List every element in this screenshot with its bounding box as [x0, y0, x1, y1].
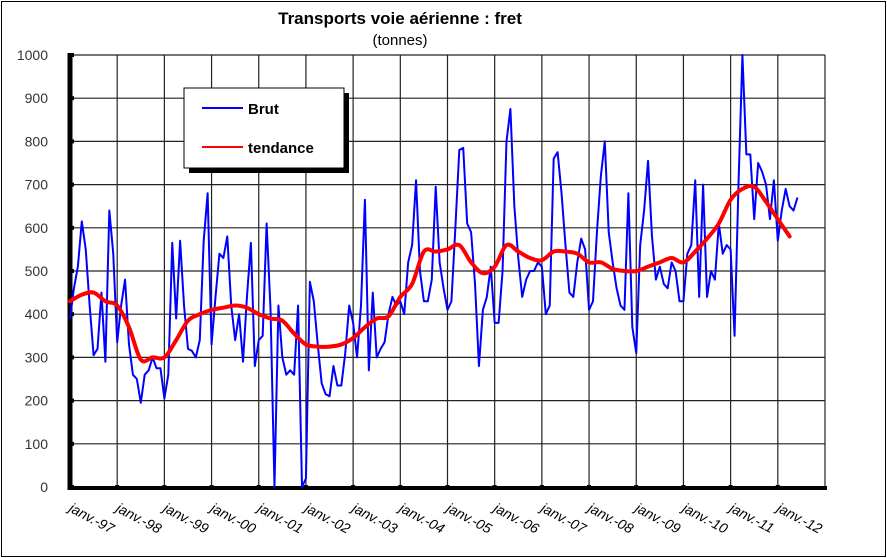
x-axis-ticks: janv.-97janv.-98janv.-99janv.-00janv.-01… [65, 485, 825, 537]
x-tick-label: janv.-07 [537, 499, 590, 538]
series-brut-line [69, 54, 799, 488]
y-tick-mark [69, 53, 74, 57]
x-tick-label: janv.-09 [631, 499, 684, 537]
x-tick-mark [209, 485, 214, 490]
x-tick-label: janv.-11 [725, 499, 776, 536]
x-tick-mark [681, 485, 686, 490]
x-tick-mark [256, 485, 261, 490]
x-tick-label: janv.-03 [348, 499, 401, 537]
legend-box [183, 87, 345, 169]
y-tick-label: 300 [25, 349, 49, 365]
y-tick-mark [69, 225, 74, 230]
x-tick-mark [68, 485, 72, 490]
legend: Brut tendance [183, 87, 349, 173]
x-tick-mark [775, 485, 780, 490]
x-tick-mark [115, 485, 120, 490]
x-tick-label: janv.-00 [206, 499, 259, 537]
x-tick-mark [587, 485, 592, 490]
x-tick-mark [162, 485, 167, 490]
x-tick-mark [634, 485, 639, 490]
x-tick-mark [303, 485, 308, 490]
x-tick-label: janv.-06 [490, 499, 543, 537]
x-tick-label: janv.-12 [773, 499, 826, 537]
y-tick-label: 100 [25, 436, 49, 452]
y-tick-label: 700 [25, 177, 49, 193]
y-tick-mark [69, 355, 74, 360]
series-tendance-line [68, 183, 792, 364]
x-tick-mark [492, 485, 497, 490]
x-tick-mark [728, 485, 733, 490]
x-tick-label: janv.-97 [65, 499, 118, 538]
y-tick-mark [69, 182, 74, 187]
x-tick-label: janv.-02 [301, 499, 354, 537]
x-tick-label: janv.-08 [584, 499, 637, 537]
chart-title: Transports voie aérienne : fret [278, 9, 522, 28]
y-tick-label: 800 [25, 133, 49, 149]
x-tick-label: janv.-10 [678, 499, 731, 537]
y-tick-label: 600 [25, 220, 49, 236]
y-tick-mark [69, 96, 74, 101]
y-tick-mark [69, 441, 74, 446]
x-tick-mark [445, 485, 450, 490]
y-tick-mark [69, 139, 74, 144]
y-tick-label: 1000 [17, 47, 48, 63]
x-tick-label: janv.-99 [159, 499, 212, 537]
series-lines [68, 54, 799, 488]
x-tick-mark [398, 485, 403, 490]
x-tick-mark [539, 485, 544, 490]
y-tick-label: 0 [40, 479, 48, 495]
y-tick-label: 200 [25, 393, 49, 409]
x-tick-label: janv.-01 [254, 499, 306, 537]
legend-label-brut: Brut [248, 101, 279, 118]
y-tick-label: 500 [25, 263, 49, 279]
y-tick-mark [69, 398, 74, 403]
legend-label-tendance: tendance [248, 140, 314, 157]
y-axis-ticks: 0 100 200 300 400 500 600 700 800 900 1000 [17, 47, 74, 495]
x-tick-label: janv.-98 [112, 499, 165, 537]
y-tick-label: 900 [25, 90, 49, 106]
y-tick-mark [69, 269, 74, 273]
x-tick-label: janv.-05 [442, 499, 495, 537]
y-tick-label: 400 [25, 306, 49, 322]
x-tick-label: janv.-04 [395, 499, 448, 537]
chart-subtitle: (tonnes) [372, 32, 428, 49]
x-tick-mark [351, 485, 356, 490]
